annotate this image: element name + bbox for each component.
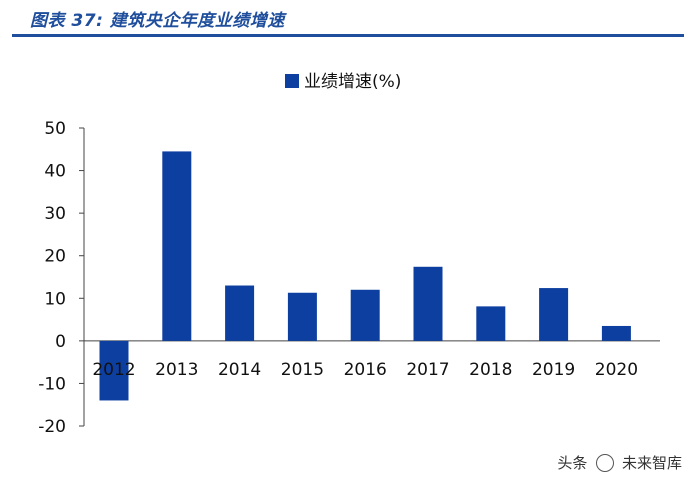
bar-2019 [539,288,569,341]
bars [99,151,631,401]
figure-title: 图表 37: 建筑央企年度业绩增速 [30,11,285,31]
x-tick-label: 2012 [92,360,135,380]
bar-2017 [413,266,443,341]
x-tick-label: 2019 [532,360,575,380]
y-tick-label: 30 [44,204,66,224]
y-tick-label: 40 [44,162,66,182]
y-tick-label: -20 [38,417,66,437]
watermark-logo-icon [596,453,615,472]
legend-swatch [285,74,299,88]
watermark-right: 未来智库 [621,454,682,472]
bar-2020 [601,325,631,341]
y-tick-label: -10 [38,374,66,394]
y-axis: 50 40 30 20 10 0 -10 -20 [38,119,660,437]
bar-2015 [287,292,317,341]
y-tick-label: 20 [44,247,66,267]
bar-2013 [162,151,192,341]
x-tick-label: 2016 [344,360,387,380]
legend-label: 业绩增速(%) [304,72,401,92]
y-tick-label: 0 [55,332,66,352]
watermark-left: 头条 [557,454,588,472]
y-tick-label: 10 [44,289,66,309]
title-rule [12,34,684,37]
bar-2014 [225,285,255,341]
x-tick-label: 2020 [595,360,638,380]
bar-2016 [350,289,380,341]
chart-legend: 业绩增速(%) [285,72,401,92]
x-tick-label: 2017 [406,360,449,380]
x-tick-label: 2014 [218,360,261,380]
y-tick-label: 50 [44,119,66,139]
bar-2012 [99,340,129,401]
watermark: 头条 未来智库 [557,452,682,473]
x-tick-label: 2018 [469,360,512,380]
x-tick-label: 2013 [155,360,198,380]
x-axis-labels: 2012 2013 2014 2015 2016 2017 2018 2019 2020 [92,360,638,380]
x-tick-label: 2015 [281,360,324,380]
bar-2018 [476,306,506,341]
